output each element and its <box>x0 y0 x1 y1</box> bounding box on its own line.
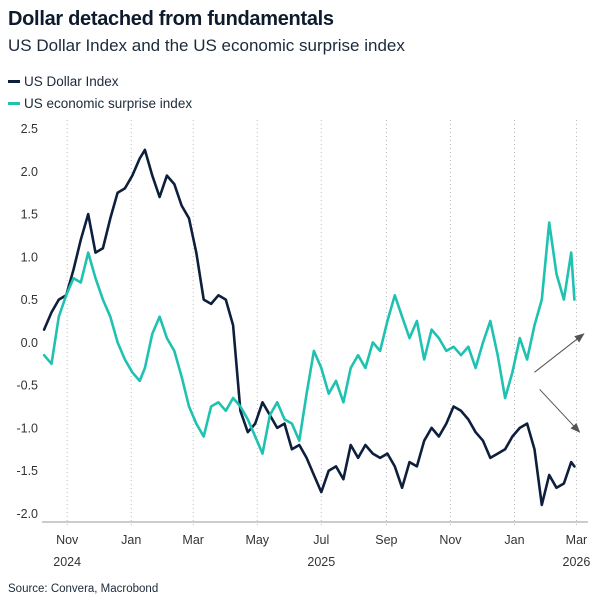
series-line-dollar-index <box>42 148 576 507</box>
x-tick-label: Jan <box>504 533 524 547</box>
y-tick-label: 1.0 <box>21 250 38 264</box>
chart-title: Dollar detached from fundamentals <box>8 8 334 30</box>
series-line-surprise-index <box>42 221 576 455</box>
x-tick-label: Jan <box>121 533 141 547</box>
legend-label-surprise-index: US economic surprise index <box>24 95 193 111</box>
chart-subtitle: US Dollar Index and the US economic surp… <box>8 36 405 55</box>
x-tick-year-label: 2024 <box>53 555 81 569</box>
y-tick-label: 0.5 <box>21 293 38 307</box>
y-tick-label: 2.5 <box>21 122 38 136</box>
x-tick-label: May <box>245 533 269 547</box>
x-tick-label: Nov <box>56 533 79 547</box>
y-tick-label: -1.0 <box>16 421 38 435</box>
y-tick-label: -0.5 <box>16 379 38 393</box>
y-tick-label: -2.0 <box>16 507 38 521</box>
legend: US Dollar Index US economic surprise ind… <box>8 70 192 114</box>
x-tick-year-label: 2026 <box>563 555 591 569</box>
arrow-up-annotation <box>534 333 585 373</box>
source-note: Source: Convera, Macrobond <box>8 583 159 595</box>
x-tick-label: Jul <box>313 533 329 547</box>
legend-swatch-surprise-index <box>8 101 20 105</box>
x-tick-year-label: 2025 <box>307 555 335 569</box>
legend-item-dollar-index: US Dollar Index <box>8 70 192 92</box>
y-tick-label: 2.0 <box>21 165 38 179</box>
arrow-down-annotation <box>539 389 581 433</box>
x-tick-label: Mar <box>566 533 588 547</box>
legend-swatch-dollar-index <box>8 79 20 83</box>
x-tick-label: Mar <box>182 533 204 547</box>
y-tick-label: 1.5 <box>21 208 38 222</box>
y-tick-label: 0.0 <box>21 336 38 350</box>
y-tick-label: -1.5 <box>16 464 38 478</box>
x-tick-label: Sep <box>375 533 397 547</box>
legend-item-surprise-index: US economic surprise index <box>8 92 192 114</box>
x-tick-label: Nov <box>439 533 462 547</box>
legend-label-dollar-index: US Dollar Index <box>24 73 119 89</box>
